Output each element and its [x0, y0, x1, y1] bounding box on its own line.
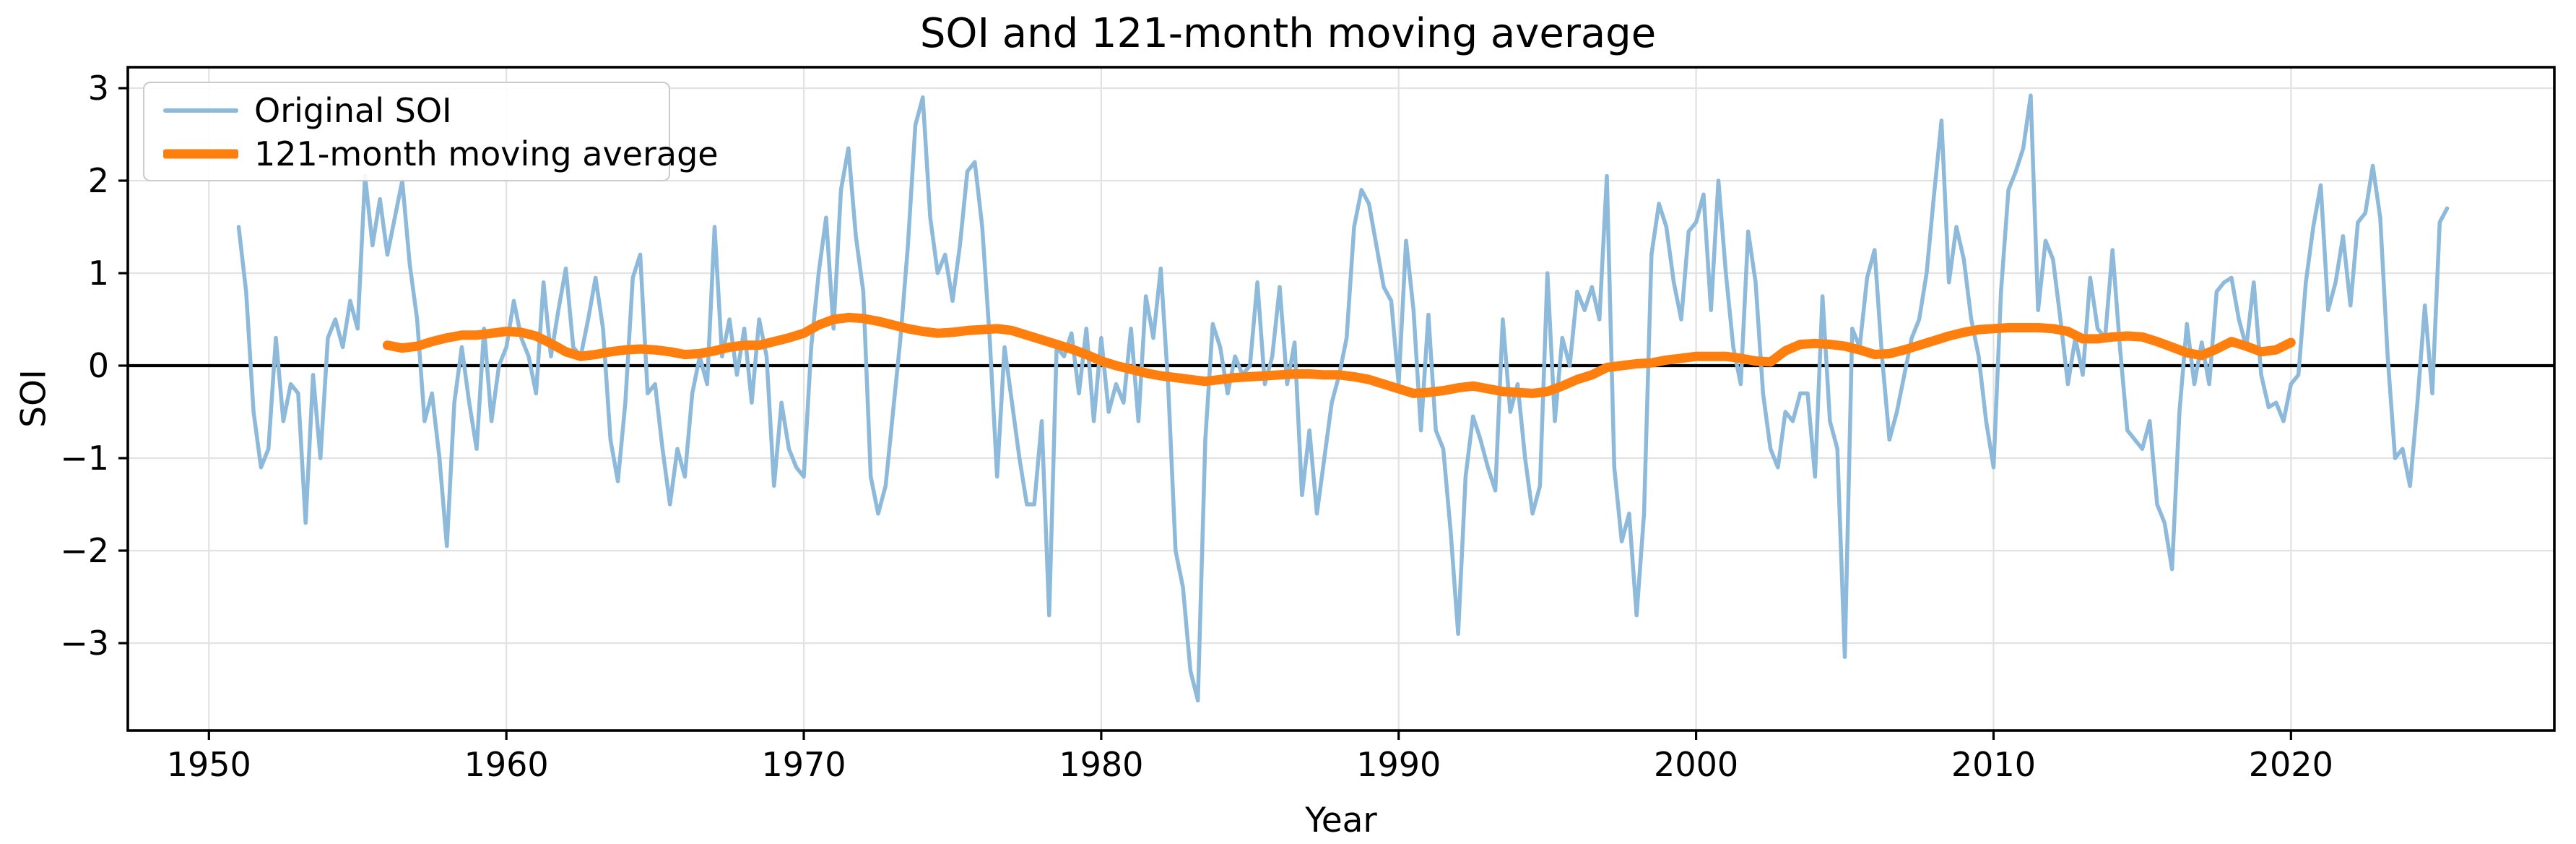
x-tick-label: 1950	[167, 745, 251, 784]
y-tick-label: −2	[60, 531, 109, 570]
chart-title: SOI and 121-month moving average	[919, 10, 1657, 57]
y-tick-label: −3	[60, 624, 109, 663]
legend-label: 121-month moving average	[254, 134, 719, 173]
x-axis-label: Year	[1305, 801, 1377, 840]
plot-border	[126, 66, 2556, 732]
y-tick-label: −1	[60, 439, 109, 478]
x-tick-label: 1990	[1356, 745, 1441, 784]
original-soi-line	[236, 93, 2450, 703]
original-soi-line-sample	[163, 108, 238, 113]
legend-item-moving-average: 121-month moving average	[144, 132, 719, 176]
y-tick-label: 3	[88, 69, 109, 108]
moving-average-line-sample	[163, 149, 238, 159]
x-tick-label: 1970	[761, 745, 846, 784]
x-tick-label: 2020	[2249, 745, 2333, 784]
y-tick-label: 1	[88, 254, 109, 293]
x-tick-label: 2010	[1951, 745, 2036, 784]
y-axis-label: SOI	[14, 369, 54, 428]
legend: Original SOI 121-month moving average	[143, 82, 719, 181]
legend-label: Original SOI	[254, 91, 452, 130]
legend-item-original-soi: Original SOI	[144, 89, 669, 132]
y-tick-label: 2	[88, 161, 109, 200]
x-tick-label: 2000	[1654, 745, 1738, 784]
x-tick-label: 1980	[1059, 745, 1143, 784]
x-tick-label: 1960	[464, 745, 549, 784]
y-tick-label: 0	[88, 346, 109, 385]
moving-average-line	[382, 312, 2296, 398]
